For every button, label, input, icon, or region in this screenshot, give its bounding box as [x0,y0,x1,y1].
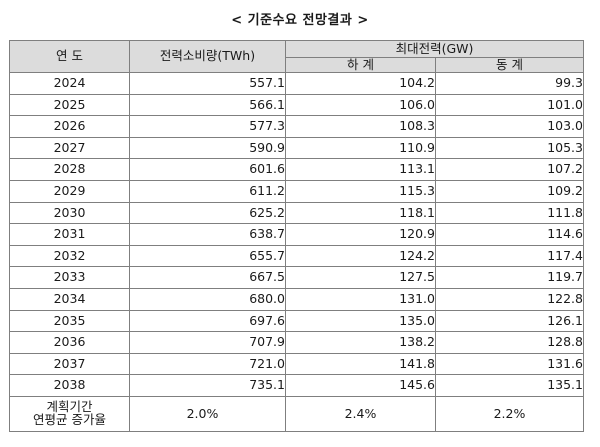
table-row: 2024 557.1 104.2 99.3 [9,72,584,95]
year-cell: 2031 [9,223,130,246]
winter-peak-cell: 122.8 [435,287,584,311]
winter-peak-cell: 111.8 [435,201,584,225]
demand-forecast-table: 연 도 전력소비량(TWh) 최대전력(GW) 하 계 동 계 2024 557.… [9,40,584,432]
consumption-cell: 697.6 [129,309,286,333]
winter-peak-cell: 114.6 [435,223,584,246]
cagr-winter: 2.2% [435,395,584,432]
cagr-label: 계획기간 연평균 증가율 [9,395,130,432]
year-cell: 2038 [9,374,130,397]
table-row: 2032 655.7 124.2 117.4 [9,244,584,268]
summer-peak-cell: 120.9 [285,223,436,246]
table-row: 2037 721.0 141.8 131.6 [9,352,584,376]
consumption-cell: 577.3 [129,115,286,138]
year-cell: 2033 [9,266,130,289]
year-cell: 2034 [9,287,130,311]
winter-peak-cell: 131.6 [435,352,584,376]
year-cell: 2037 [9,352,130,376]
header-year: 연 도 [9,40,130,73]
consumption-cell: 680.0 [129,287,286,311]
summer-peak-cell: 106.0 [285,93,436,117]
summer-peak-cell: 104.2 [285,72,436,95]
year-cell: 2027 [9,136,130,160]
table-title: < 기준수요 전망결과 > [231,13,369,28]
summer-peak-cell: 110.9 [285,136,436,160]
table-row: 2030 625.2 118.1 111.8 [9,201,584,225]
table-row: 2035 697.6 135.0 126.1 [9,309,584,333]
year-cell: 2024 [9,72,130,95]
summer-peak-cell: 145.6 [285,374,436,397]
year-cell: 2029 [9,179,130,203]
year-cell: 2025 [9,93,130,117]
table-row: 2026 577.3 108.3 103.0 [9,115,584,138]
year-cell: 2036 [9,331,130,354]
header-summer: 하 계 [285,57,436,73]
consumption-cell: 611.2 [129,179,286,203]
summer-peak-cell: 115.3 [285,179,436,203]
header-winter: 동 계 [435,57,584,73]
winter-peak-cell: 103.0 [435,115,584,138]
winter-peak-cell: 119.7 [435,266,584,289]
summer-peak-cell: 138.2 [285,331,436,354]
year-cell: 2030 [9,201,130,225]
header-peak-demand: 최대전력(GW) [285,40,584,58]
consumption-cell: 655.7 [129,244,286,268]
summer-peak-cell: 118.1 [285,201,436,225]
summer-peak-cell: 113.1 [285,158,436,181]
consumption-cell: 590.9 [129,136,286,160]
cagr-consumption: 2.0% [129,395,286,432]
winter-peak-cell: 135.1 [435,374,584,397]
year-cell: 2035 [9,309,130,333]
consumption-cell: 566.1 [129,93,286,117]
year-cell: 2028 [9,158,130,181]
cagr-label-line2: 연평균 증가율 [33,411,106,427]
table-row: 2036 707.9 138.2 128.8 [9,331,584,354]
consumption-cell: 601.6 [129,158,286,181]
winter-peak-cell: 128.8 [435,331,584,354]
consumption-cell: 625.2 [129,201,286,225]
summer-peak-cell: 135.0 [285,309,436,333]
table-header: 연 도 전력소비량(TWh) 최대전력(GW) 하 계 동 계 [9,40,584,73]
summer-peak-cell: 108.3 [285,115,436,138]
consumption-cell: 707.9 [129,331,286,354]
winter-peak-cell: 99.3 [435,72,584,95]
table-body: 2024 557.1 104.2 99.3 2025 566.1 106.0 101.0 202… [9,72,584,432]
consumption-cell: 638.7 [129,223,286,246]
consumption-cell: 721.0 [129,352,286,376]
table-row: 2034 680.0 131.0 122.8 [9,287,584,311]
cagr-summer: 2.4% [285,395,436,432]
consumption-cell: 735.1 [129,374,286,397]
summer-peak-cell: 124.2 [285,244,436,268]
winter-peak-cell: 107.2 [435,158,584,181]
table-row: 2028 601.6 113.1 107.2 [9,158,584,181]
header-consumption: 전력소비량(TWh) [129,40,286,73]
winter-peak-cell: 101.0 [435,93,584,117]
summer-peak-cell: 131.0 [285,287,436,311]
table-row: 2027 590.9 110.9 105.3 [9,136,584,160]
year-cell: 2032 [9,244,130,268]
table-row: 2038 735.1 145.6 135.1 [9,374,584,397]
table-row: 2025 566.1 106.0 101.0 [9,93,584,117]
winter-peak-cell: 117.4 [435,244,584,268]
summer-peak-cell: 141.8 [285,352,436,376]
cagr-label-line1: 계획기간 [46,399,93,415]
table-row: 2033 667.5 127.5 119.7 [9,266,584,289]
winter-peak-cell: 126.1 [435,309,584,333]
cagr-row: 계획기간 연평균 증가율 2.0% 2.4% 2.2% [9,395,584,432]
consumption-cell: 557.1 [129,72,286,95]
table-row: 2031 638.7 120.9 114.6 [9,223,584,246]
winter-peak-cell: 109.2 [435,179,584,203]
summer-peak-cell: 127.5 [285,266,436,289]
table-row: 2029 611.2 115.3 109.2 [9,179,584,203]
year-cell: 2026 [9,115,130,138]
winter-peak-cell: 105.3 [435,136,584,160]
consumption-cell: 667.5 [129,266,286,289]
